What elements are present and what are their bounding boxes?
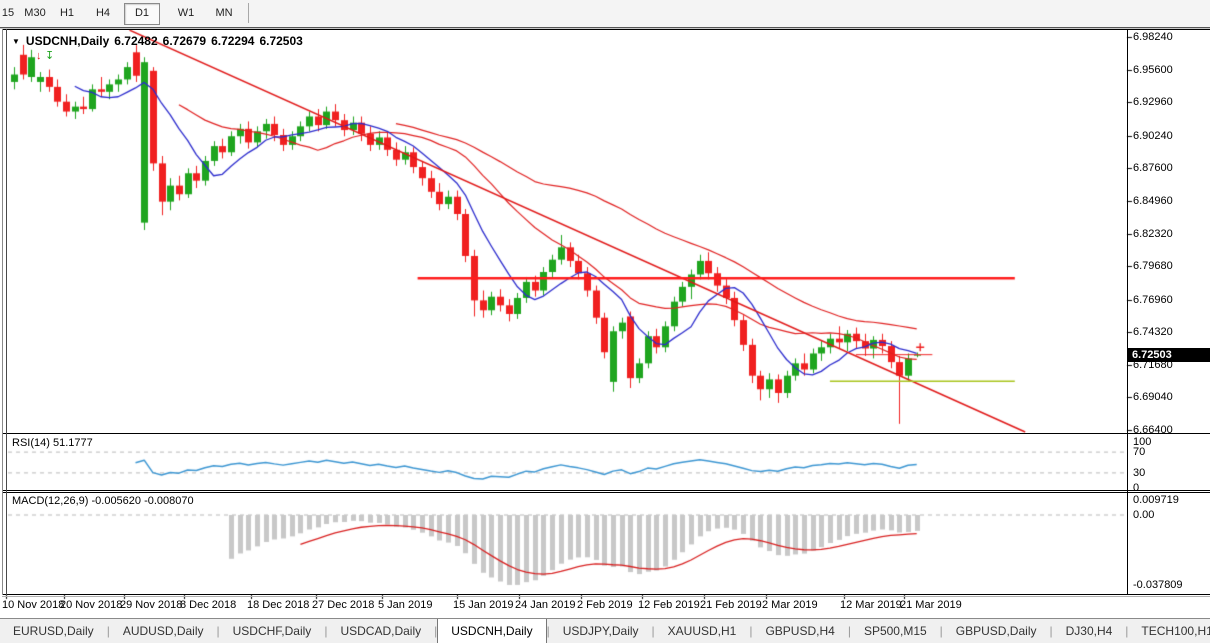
tab-separator: | — [1125, 624, 1129, 638]
tab-separator: | — [324, 624, 328, 638]
macd-bottom-border — [2, 594, 1210, 595]
tab-separator: | — [546, 624, 550, 638]
date-axis-label: 2 Mar 2019 — [762, 599, 818, 611]
tab-separator: | — [749, 624, 753, 638]
macd-top-border — [2, 492, 1210, 493]
date-axis-label: 8 Dec 2018 — [180, 599, 237, 611]
chart-title[interactable]: ▼ USDCNH,Daily 6.72482 6.72679 6.72294 6.7250… — [12, 34, 303, 48]
date-axis-label: 29 Nov 2018 — [120, 599, 183, 611]
chart-tabbar: EURUSD,Daily | AUDUSD,Daily | USDCHF,Daily | U… — [0, 618, 1210, 643]
date-axis-label: 12 Mar 2019 — [840, 599, 902, 611]
tab-separator: | — [1049, 624, 1053, 638]
tab-separator: | — [939, 624, 943, 638]
tab-sp500-m15[interactable]: SP500,M15 — [863, 624, 927, 638]
symbol-dropdown-icon[interactable]: ▼ — [12, 37, 20, 46]
date-axis-label: 24 Jan 2019 — [515, 599, 576, 611]
toolbar-separator — [248, 3, 249, 23]
rsi-axis-label: 100 — [1133, 436, 1152, 448]
timeframe-toolbar: 15 M30 H1 H4 D1 W1 MN — [0, 0, 1210, 27]
date-axis-label: 10 Nov 2018 — [2, 599, 65, 611]
price-axis-label: 6.79680 — [1133, 260, 1173, 273]
macd-name: MACD(12,26,9) — [12, 495, 89, 507]
tab-audusd-daily[interactable]: AUDUSD,Daily — [122, 624, 204, 638]
macd-signal-value: -0.008070 — [144, 495, 194, 507]
tab-usdchf-daily[interactable]: USDCHF,Daily — [232, 624, 312, 638]
rsi-value: 51.1777 — [52, 437, 93, 449]
timeframe-button-15[interactable]: 15 — [1, 7, 15, 19]
macd-main-value: -0.005620 — [91, 495, 142, 507]
tab-separator: | — [434, 624, 438, 638]
tab-separator: | — [216, 624, 220, 638]
tab-separator: | — [651, 624, 655, 638]
tab-usdcnh-daily[interactable]: USDCNH,Daily — [437, 619, 547, 643]
sell-arrow-icon: ↓ — [36, 50, 42, 62]
price-axis-label: 6.71680 — [1133, 358, 1173, 371]
timeframe-button-H4[interactable]: H4 — [95, 7, 111, 19]
tab-separator: | — [847, 624, 851, 638]
chart-rsi-separator[interactable] — [2, 433, 1210, 434]
date-axis-label: 27 Dec 2018 — [312, 599, 375, 611]
timeframe-button-MN[interactable]: MN — [215, 7, 233, 19]
date-axis-label: 12 Feb 2019 — [638, 599, 700, 611]
price-axis-label: 6.92960 — [1133, 96, 1173, 109]
tab-usdcad-daily[interactable]: USDCAD,Daily — [340, 624, 422, 638]
price-axis-label: 6.95600 — [1133, 63, 1173, 76]
price-axis-label: 6.76960 — [1133, 293, 1173, 306]
price-axis-line — [1127, 29, 1128, 595]
timeframe-button-M30[interactable]: M30 — [24, 7, 46, 19]
tab-separator: | — [106, 624, 110, 638]
price-axis-label: 6.90240 — [1133, 129, 1173, 142]
price-axis-label: 6.84960 — [1133, 194, 1173, 207]
date-axis-label: 15 Jan 2019 — [453, 599, 514, 611]
date-axis-label: 5 Jan 2019 — [378, 599, 433, 611]
window-left-edge — [2, 29, 3, 595]
high-value: 6.72679 — [162, 34, 207, 48]
toolbar-border — [0, 27, 1210, 28]
date-axis-label: 20 Nov 2018 — [60, 599, 123, 611]
macd-axis-label: 0.009719 — [1133, 494, 1179, 506]
tab-dj30-h4[interactable]: DJ30,H4 — [1065, 624, 1113, 638]
rsi-name: RSI(14) — [12, 437, 50, 449]
date-axis-label: 18 Dec 2018 — [247, 599, 310, 611]
rsi-axis-label: 0 — [1133, 482, 1140, 494]
timeframe-button-H1[interactable]: H1 — [59, 7, 75, 19]
chart-symbol-label: USDCNH,Daily — [25, 34, 110, 48]
price-axis-label: 6.82320 — [1133, 227, 1173, 240]
chart-top-border — [2, 29, 1210, 30]
rsi-bottom-border[interactable] — [2, 490, 1210, 491]
close-value: 6.72503 — [259, 34, 303, 48]
price-axis-label: 6.66400 — [1133, 424, 1173, 436]
price-axis-label: 6.74320 — [1133, 326, 1173, 339]
macd-axis-label: -0.037809 — [1133, 578, 1183, 591]
tab-xauusd-h1[interactable]: XAUUSD,H1 — [667, 624, 737, 638]
rsi-axis-label: 70 — [1133, 446, 1146, 459]
rsi-label[interactable]: RSI(14) 51.1777 — [12, 437, 93, 449]
date-axis-label: 21 Mar 2019 — [900, 599, 962, 611]
low-value: 6.72294 — [211, 34, 255, 48]
price-axis-label: 6.98240 — [1133, 31, 1173, 43]
price-axis-label: 6.87600 — [1133, 162, 1173, 175]
macd-label[interactable]: MACD(12,26,9) -0.005620 -0.008070 — [12, 495, 194, 507]
date-axis-label: 21 Feb 2019 — [700, 599, 762, 611]
tab-eurusd-daily[interactable]: EURUSD,Daily — [13, 624, 94, 638]
panel-left-border — [6, 29, 7, 595]
tab-tech100-h1[interactable]: TECH100,H1 — [1141, 624, 1210, 638]
current-price-box: 6.72503 — [1128, 347, 1210, 362]
open-value: 6.72482 — [114, 34, 158, 48]
date-axis-label: 2 Feb 2019 — [577, 599, 633, 611]
buy-arrow-icon: ↧ — [45, 50, 55, 62]
timeframe-button-W1[interactable]: W1 — [177, 7, 195, 19]
ohlc-values: 6.72482 6.72679 6.72294 6.72503 — [109, 34, 303, 48]
tab-usdjpy-daily[interactable]: USDJPY,Daily — [562, 624, 639, 638]
tab-gbpusd-h4[interactable]: GBPUSD,H4 — [765, 624, 835, 638]
macd-axis-label: 0.00 — [1133, 509, 1155, 521]
price-axis-label: 6.69040 — [1133, 391, 1173, 404]
toolbar-border-light — [0, 28, 1210, 29]
rsi-axis-label: 30 — [1133, 466, 1146, 479]
tab-gbpusd-daily[interactable]: GBPUSD,Daily — [955, 624, 1037, 638]
timeframe-button-D1[interactable]: D1 — [124, 3, 160, 25]
date-strip-border — [2, 596, 1210, 597]
